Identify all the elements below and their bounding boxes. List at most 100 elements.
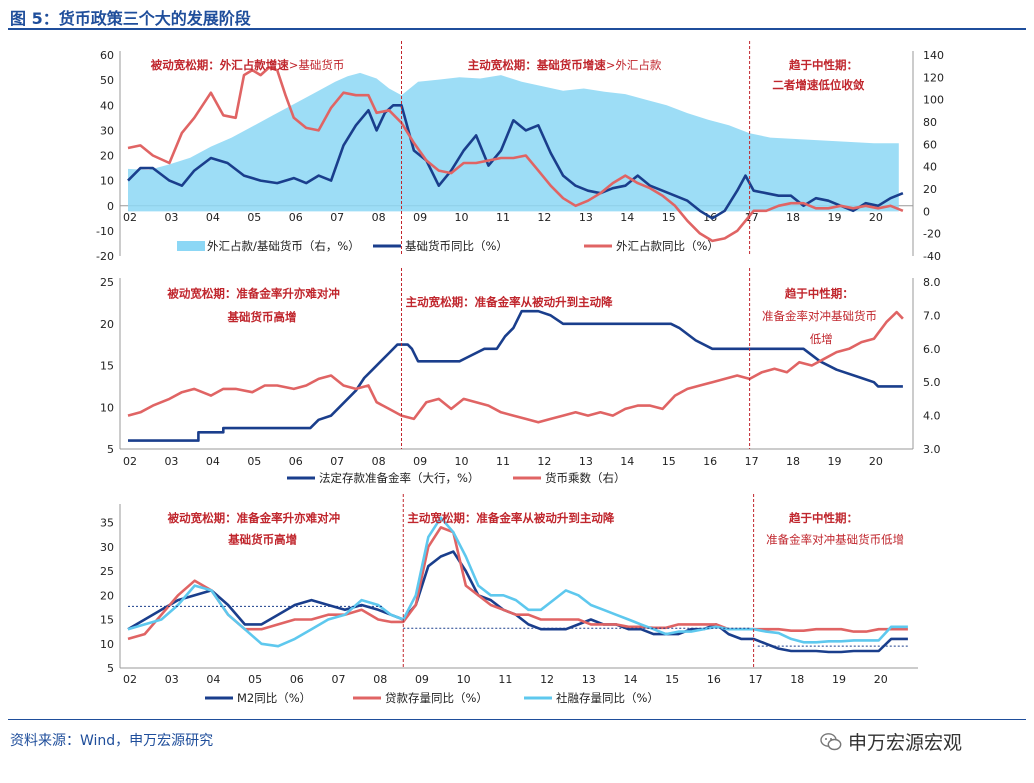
x-tick: 15	[665, 673, 679, 686]
y-tick-right: 140	[923, 49, 944, 62]
x-tick: 11	[498, 673, 512, 686]
x-tick: 20	[874, 673, 888, 686]
chart-canvas: -20-100102030405060-40-20020406080100120…	[96, 41, 944, 705]
x-tick: 06	[289, 211, 303, 224]
x-tick: 17	[749, 673, 763, 686]
phase-annotation: 主动宽松期：基础货币增速>外汇占款	[468, 58, 662, 72]
brand-mark: 申万宏源宏观	[820, 728, 962, 755]
line-series	[127, 66, 904, 243]
phase-annotation: 二者增速低位收敛	[772, 78, 864, 92]
chart-panel-3: 5 10 15 20 25 30 35 02 03 04 05 06 07 08 09 10 11 12 13 14 1…	[100, 494, 918, 705]
x-tick: 07	[332, 673, 346, 686]
y-tick-left: 20	[100, 589, 114, 602]
y-tick-right: 5.0	[923, 376, 941, 389]
phase-annotation: 趋于中性期：	[789, 511, 858, 525]
line-series	[127, 104, 904, 220]
x-tick: 05	[247, 455, 261, 468]
x-tick: 08	[372, 455, 386, 468]
x-tick: 12	[537, 455, 551, 468]
y-tick-right: 100	[923, 94, 944, 107]
x-tick: 09	[415, 673, 429, 686]
x-tick: 14	[620, 211, 634, 224]
y-tick-left: 40	[100, 99, 114, 112]
x-tick: 15	[662, 211, 676, 224]
phase-annotation: 被动宽松期：准备金率升亦难对冲	[167, 287, 339, 301]
x-tick: 19	[827, 455, 841, 468]
x-tick: 19	[832, 673, 846, 686]
y-tick-left: 5	[107, 662, 114, 675]
line-series	[127, 550, 908, 654]
phase-annotation: 低增	[810, 332, 833, 346]
y-tick-left: 10	[100, 175, 114, 188]
x-tick: 05	[248, 673, 262, 686]
legend-label: M2同比（%）	[237, 691, 311, 705]
line-series	[127, 310, 904, 424]
y-tick-right: 60	[923, 138, 937, 151]
y-tick-left: 15	[100, 614, 114, 627]
x-tick: 11	[496, 211, 510, 224]
y-tick-left: 5	[107, 443, 114, 456]
y-tick-left: 25	[100, 565, 114, 578]
y-tick-right: 40	[923, 161, 937, 174]
x-tick: 08	[372, 211, 386, 224]
phase-annotation: 趋于中性期：	[785, 287, 854, 301]
x-tick: 05	[247, 211, 261, 224]
y-tick-left: 60	[100, 49, 114, 62]
y-tick-left: 35	[100, 517, 114, 530]
footer-rule	[8, 719, 1026, 720]
phase-annotation: 主动宽松期：准备金率从被动升到主动降	[406, 295, 613, 309]
phase-annotation: 准备金率对冲基础货币低增	[766, 533, 904, 547]
y-tick-right: -20	[923, 228, 941, 241]
phase-annotation: 基础货币高增	[226, 310, 296, 324]
line-series	[128, 309, 903, 442]
x-tick: 06	[289, 455, 303, 468]
y-tick-left: 20	[100, 318, 114, 331]
chart-panel-2: 5 10 15 20 25 3.0 4.0 5.0 6.0 7.0 8.0 02 03 04 05 06 07 0…	[100, 268, 941, 485]
y-tick-left: -10	[96, 225, 114, 238]
line-series	[127, 526, 908, 641]
y-tick-left: 50	[100, 74, 114, 87]
x-tick: 10	[457, 673, 471, 686]
x-tick: 08	[373, 673, 387, 686]
line-series	[127, 516, 908, 648]
x-tick: 11	[496, 455, 510, 468]
y-tick-left: 10	[100, 401, 114, 414]
y-tick-right: 6.0	[923, 343, 941, 356]
y-tick-right: 20	[923, 183, 937, 196]
phase-annotation: 基础货币高增	[227, 533, 297, 547]
y-tick-right: 120	[923, 71, 944, 84]
x-tick: 15	[662, 455, 676, 468]
x-tick: 03	[164, 211, 178, 224]
legend-label: 外汇占款/基础货币（右，%）	[207, 239, 360, 253]
legend-label: 基础货币同比（%）	[405, 239, 508, 253]
x-tick: 04	[206, 455, 220, 468]
source-note: 资料来源：Wind，申万宏源研究	[10, 733, 214, 749]
phase-annotation: 主动宽松期：准备金率从被动升到主动降	[407, 511, 614, 525]
phase-annotation: 趋于中性期：	[789, 58, 858, 72]
x-tick: 19	[827, 211, 841, 224]
y-tick-right: 7.0	[923, 309, 941, 322]
phase-annotation: 准备金率对冲基础货币	[762, 309, 877, 323]
x-tick: 17	[745, 211, 759, 224]
x-tick: 02	[123, 211, 137, 224]
legend-label: 货币乘数（右）	[545, 471, 626, 485]
y-tick-left: 15	[100, 360, 114, 373]
legend-label: 外汇占款同比（%）	[616, 239, 719, 253]
x-tick: 04	[206, 211, 220, 224]
y-tick-left: 20	[100, 150, 114, 163]
x-tick: 06	[290, 673, 304, 686]
legend-label: 贷款存量同比（%）	[385, 691, 488, 705]
y-tick-left: 25	[100, 276, 114, 289]
x-tick: 03	[165, 673, 179, 686]
phase-annotation: 被动宽松期：外汇占款增速>基础货币	[151, 58, 345, 72]
y-tick-right: 80	[923, 116, 937, 129]
x-tick: 18	[790, 673, 804, 686]
x-tick: 09	[413, 211, 427, 224]
x-tick: 13	[579, 455, 593, 468]
legend-label: 社融存量同比（%）	[556, 691, 659, 705]
x-tick: 13	[579, 211, 593, 224]
x-tick: 14	[623, 673, 637, 686]
y-tick-left: 30	[100, 541, 114, 554]
y-tick-right: 3.0	[923, 443, 941, 456]
area-series	[128, 72, 899, 212]
